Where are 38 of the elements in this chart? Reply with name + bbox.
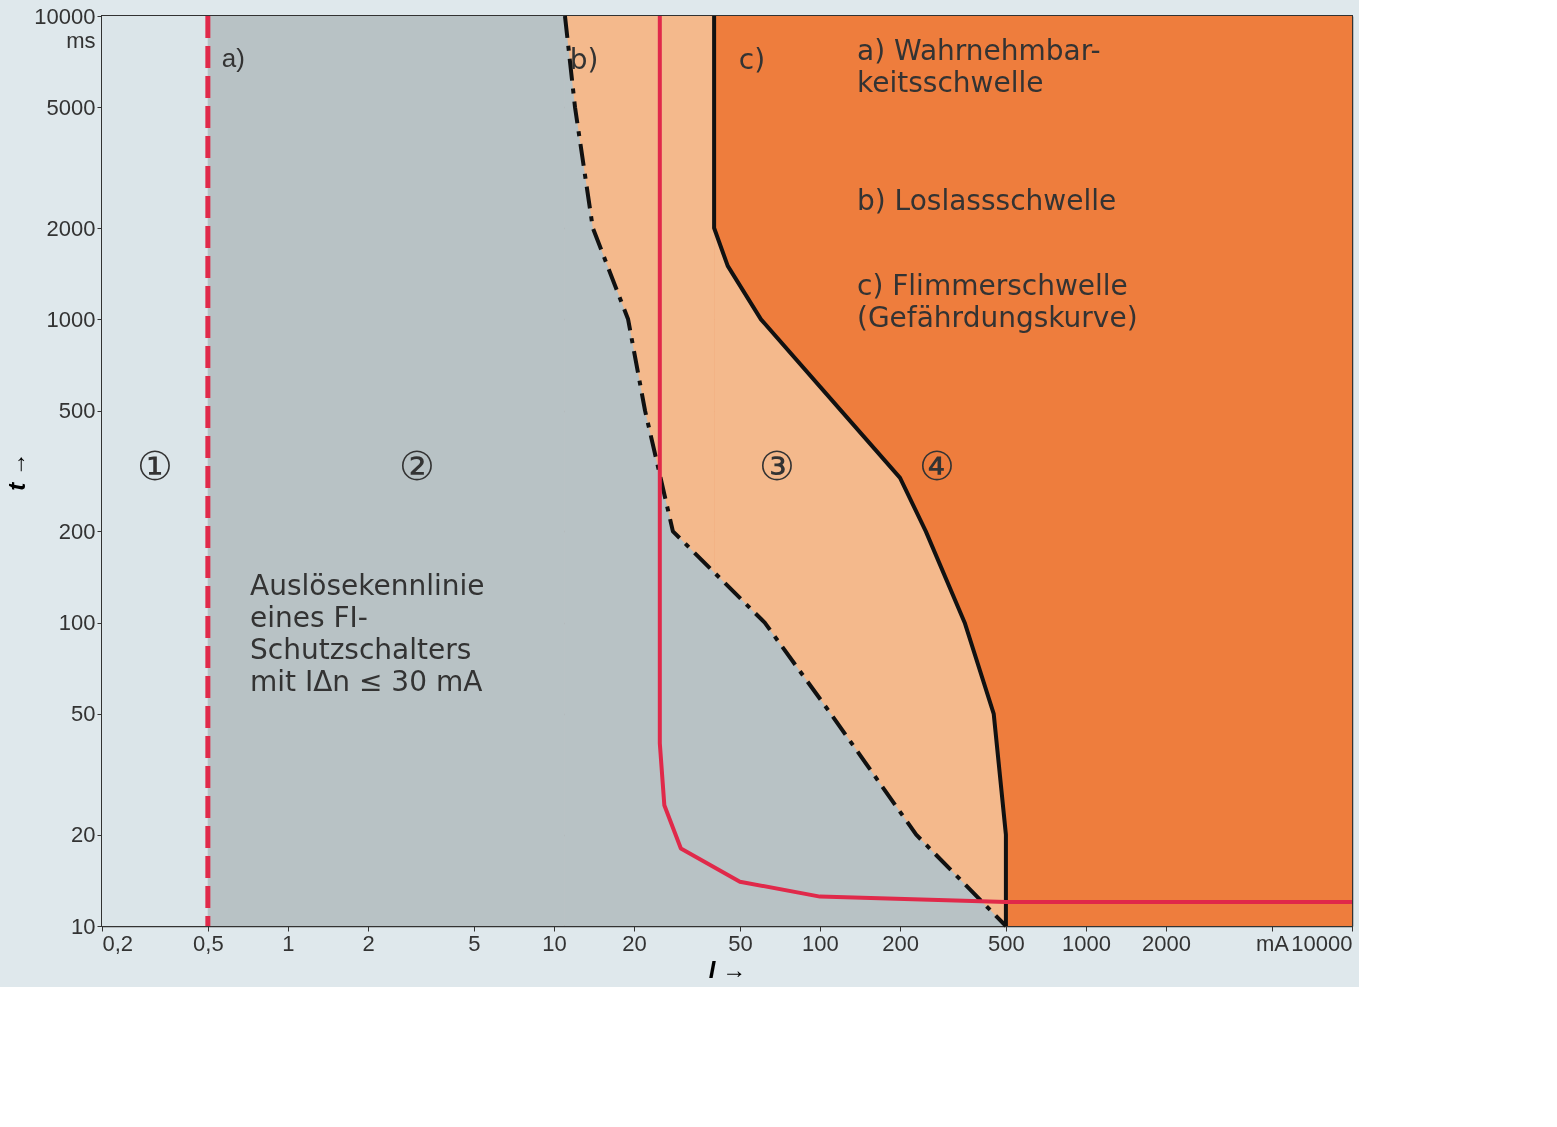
y-tick-label: 50 bbox=[71, 701, 96, 727]
x-tick-label: 20 bbox=[622, 930, 647, 956]
y-tick-label: 10 bbox=[71, 913, 96, 939]
x-tick-label: 500 bbox=[988, 930, 1025, 956]
annotation: c) Flimmerschwelle (Gefährdungskurve) bbox=[857, 269, 1138, 334]
annotation: Auslösekennlinie eines FI- Schutzschalters mit IΔn ≤ 30 mA bbox=[250, 569, 485, 698]
ref-line-label: a) bbox=[221, 43, 245, 73]
x-tick-label: mA bbox=[1255, 930, 1290, 956]
annotation: b) Loslassschwelle bbox=[857, 184, 1117, 217]
y-tick-label: 2000 bbox=[46, 215, 96, 241]
x-tick-label: 2000 bbox=[1142, 930, 1192, 956]
x-tick-label: 200 bbox=[882, 930, 919, 956]
x-tick-label: 2 bbox=[362, 930, 375, 956]
annotation: c) bbox=[738, 43, 766, 76]
band-label: ① bbox=[137, 443, 173, 489]
x-tick-label: 0,5 bbox=[193, 930, 224, 956]
annotation: ③ bbox=[759, 443, 795, 489]
annotation: ② bbox=[399, 443, 435, 489]
annotation: a) Wahrnehmbar- keitsschwelle bbox=[857, 34, 1101, 99]
y-tick-label: 100 bbox=[58, 610, 96, 636]
x-tick-label: 5 bbox=[468, 930, 481, 956]
x-axis-title: I → bbox=[708, 955, 747, 983]
annotation: ④ bbox=[919, 443, 955, 489]
y-tick-label: 500 bbox=[58, 398, 96, 424]
x-tick-label: 0,2 bbox=[102, 930, 134, 956]
x-tick-label: 100 bbox=[802, 930, 839, 956]
x-tick-label: 1000 bbox=[1062, 930, 1111, 956]
y-tick-label: 1000 bbox=[46, 306, 96, 332]
x-tick-label: 1 bbox=[282, 930, 295, 956]
x-tick-label: 10000 bbox=[1291, 930, 1353, 956]
y-tick-label: 5000 bbox=[46, 94, 96, 120]
y-tick-label: 200 bbox=[58, 518, 96, 544]
x-tick-label: 10 bbox=[542, 930, 567, 956]
annotation: b) bbox=[569, 43, 599, 76]
y-tick-label: 20 bbox=[71, 822, 96, 848]
x-tick-label: 50 bbox=[728, 930, 753, 956]
y-axis-title: t → bbox=[3, 452, 31, 491]
y-tick-label: 10000 ms bbox=[34, 3, 96, 53]
